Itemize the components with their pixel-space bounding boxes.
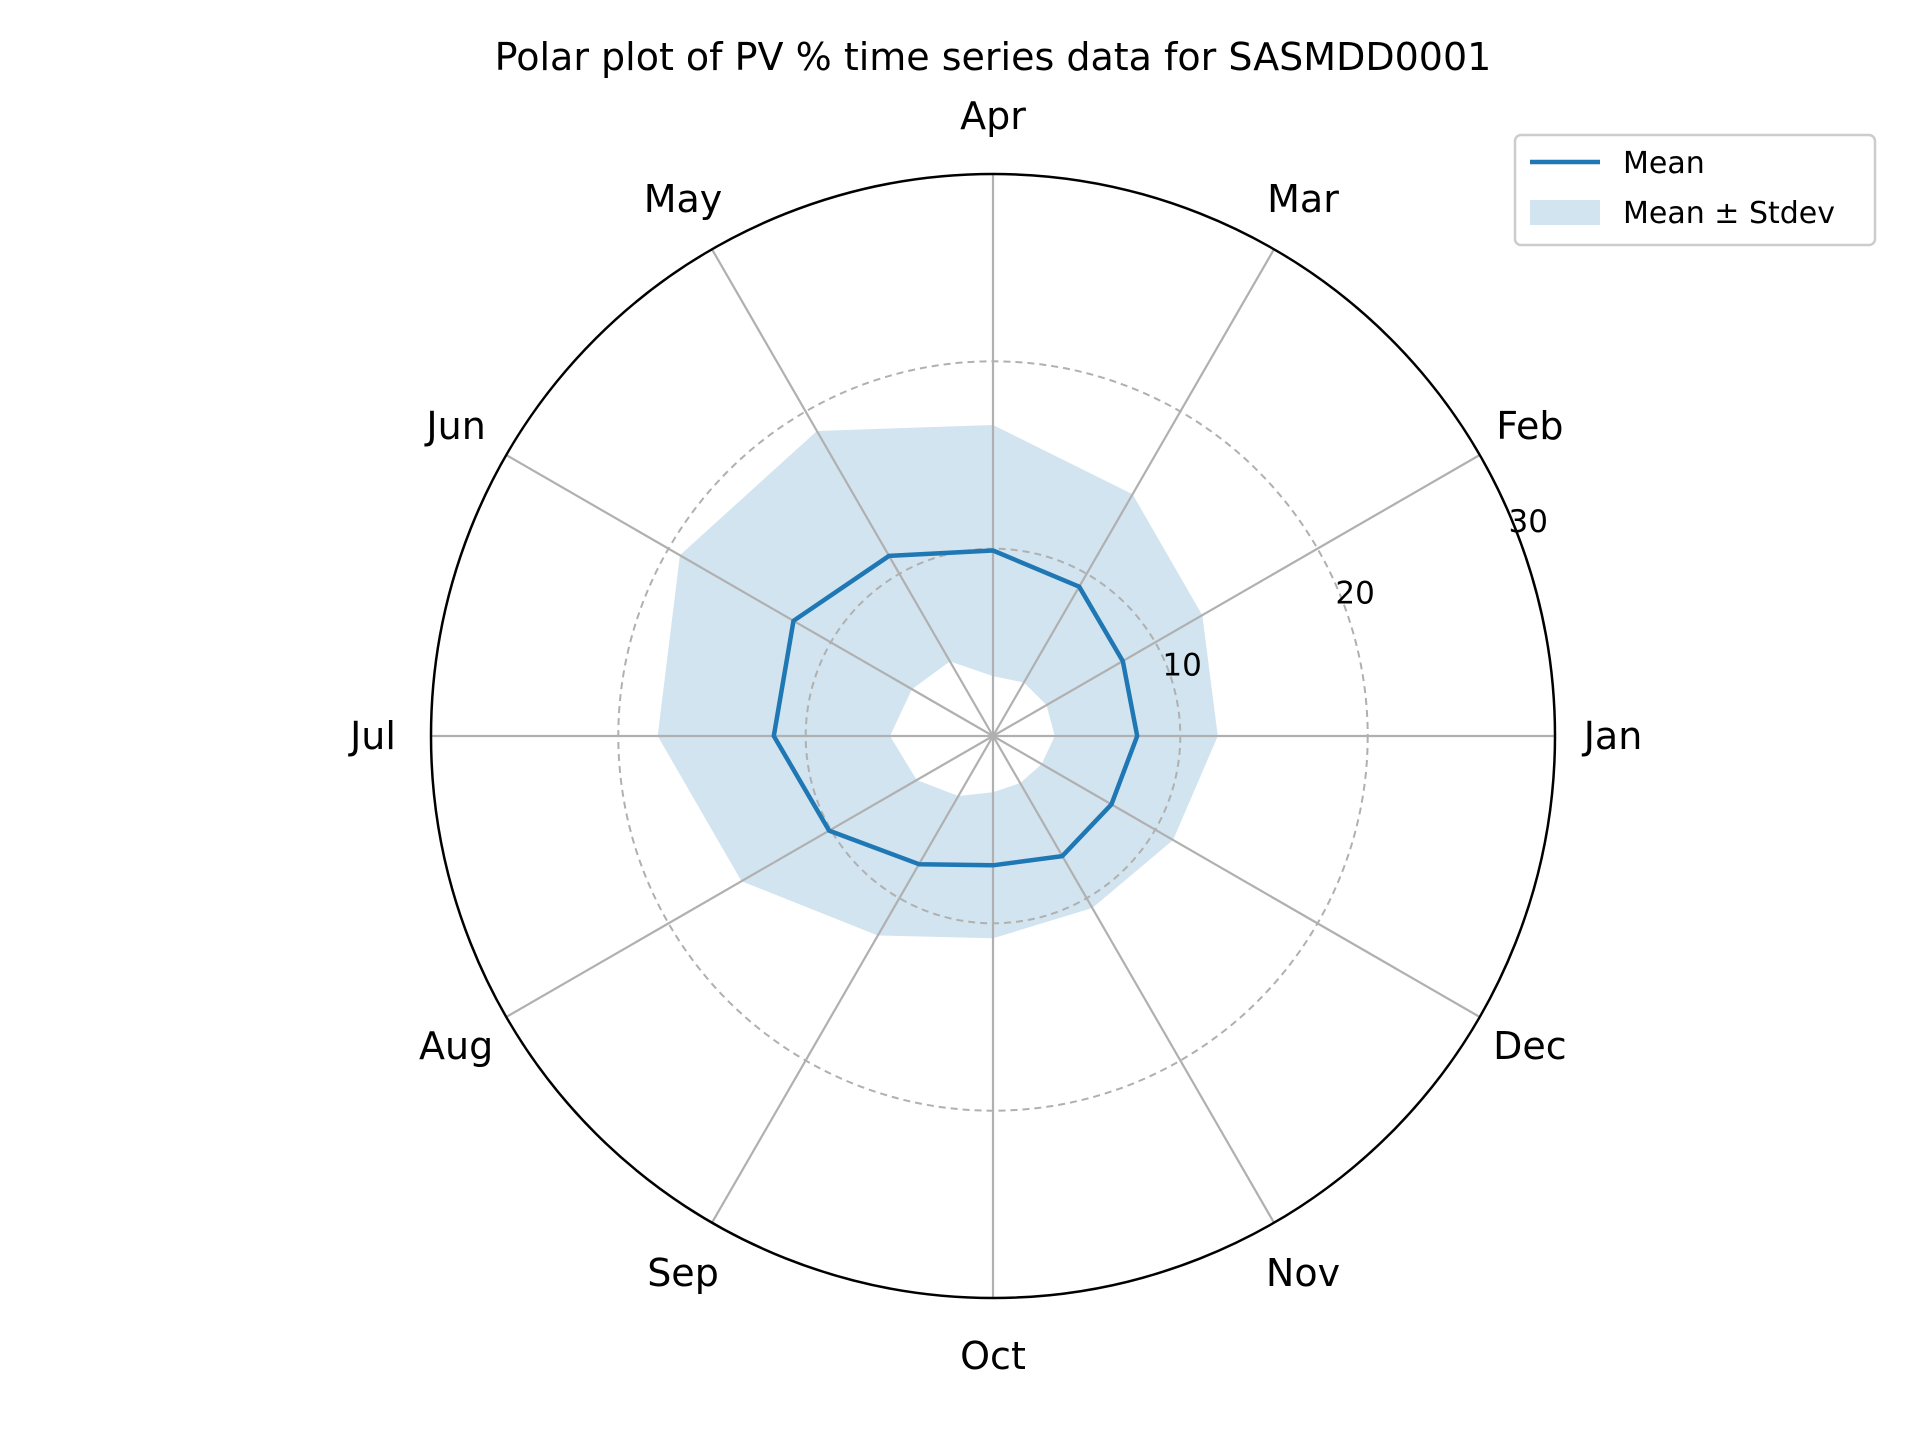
spoke-mar <box>992 248 1275 737</box>
chart-title: Polar plot of PV % time series data for … <box>495 35 1492 79</box>
rtick-label-20: 20 <box>1335 576 1374 612</box>
stdev-band-layer <box>657 425 1218 939</box>
grid-layer <box>429 172 1557 1300</box>
month-label-jul: Jul <box>348 714 396 758</box>
month-label-mar: Mar <box>1267 177 1339 221</box>
month-label-nov: Nov <box>1266 1251 1340 1295</box>
legend-band-label: Mean ± Stdev <box>1623 196 1835 231</box>
spoke-aug <box>505 735 994 1018</box>
legend-frame <box>1513 133 1877 247</box>
polar-frame <box>429 172 1557 1300</box>
mean-line-layer <box>771 548 1140 868</box>
month-label-feb: Feb <box>1496 404 1563 448</box>
mean-line <box>771 548 1140 868</box>
month-label-may: May <box>644 177 723 221</box>
legend: Mean Mean ± Stdev <box>1513 133 1877 247</box>
spoke-feb <box>992 454 1481 737</box>
spoke-dec <box>992 735 1481 1018</box>
spoke-may <box>711 248 994 737</box>
month-label-dec: Dec <box>1493 1024 1567 1068</box>
spoke-jun <box>505 454 994 737</box>
stdev-band <box>657 425 1218 939</box>
legend-band-swatch <box>1530 200 1600 225</box>
rtick-label-10: 10 <box>1162 647 1201 683</box>
month-label-apr: Apr <box>960 94 1026 138</box>
rtick-label-30: 30 <box>1508 504 1547 540</box>
month-label-sep: Sep <box>647 1251 719 1295</box>
month-label-aug: Aug <box>419 1024 493 1068</box>
month-label-jan: Jan <box>1582 714 1643 758</box>
month-label-jun: Jun <box>424 404 485 448</box>
spoke-nov <box>992 735 1275 1224</box>
legend-mean-label: Mean <box>1623 146 1705 181</box>
month-label-oct: Oct <box>960 1334 1026 1378</box>
grid-ring-20 <box>617 360 1369 1112</box>
label-layer: Jan Feb Mar Apr May Jun Jul Aug Sep Oct Nov Dec 10 20… <box>348 94 1642 1378</box>
spoke-sep <box>711 735 994 1224</box>
